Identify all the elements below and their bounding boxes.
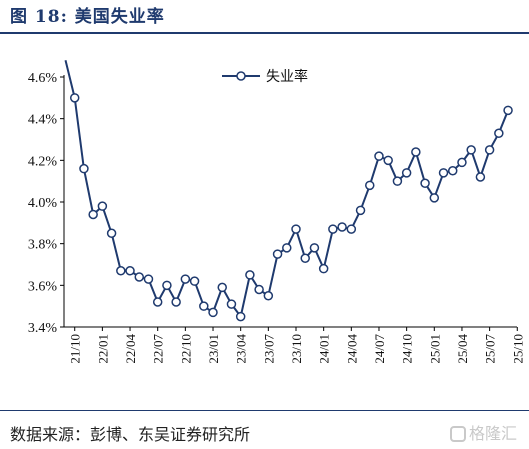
y-tick-label: 3.6%	[28, 279, 58, 294]
x-axis: 21/10 22/01 22/04 22/07 22/10 23/01 23/04 23/07…	[64, 326, 525, 364]
data-point	[272, 249, 283, 259]
source-divider	[0, 410, 529, 411]
data-point	[125, 266, 135, 276]
data-point	[79, 163, 89, 174]
watermark: 格隆汇	[449, 420, 517, 444]
x-tick-label: 25/01	[427, 334, 442, 364]
data-point	[88, 209, 98, 220]
series-line	[64, 60, 510, 318]
x-tick-label: 25/04	[455, 334, 470, 364]
x-tick-label: 23/07	[261, 334, 276, 364]
x-tick-label: 24/07	[372, 334, 387, 364]
data-point	[245, 270, 255, 280]
y-tick-label: 4.4%	[28, 113, 58, 128]
data-point	[466, 145, 476, 155]
data-point	[300, 253, 310, 263]
x-tick-label: 24/01	[317, 334, 332, 364]
y-tick-label: 3.4%	[28, 321, 58, 336]
data-point	[355, 205, 366, 216]
data-point	[429, 193, 440, 203]
x-tick-label: 24/04	[344, 334, 359, 364]
x-tick-label: 22/10	[178, 334, 193, 364]
data-point	[152, 297, 163, 307]
legend-label: 失业率	[266, 68, 308, 85]
data-point	[116, 266, 126, 276]
data-source-note: 数据来源：彭博、东吴证券研究所	[10, 425, 251, 444]
data-point	[291, 224, 301, 234]
series-layer	[64, 60, 513, 322]
watermark-text: 格隆汇	[468, 424, 517, 443]
data-point	[494, 128, 504, 138]
y-axis: 3.4% 3.6% 3.8% 4.0% 4.2% 4.4% 4.6%	[28, 71, 65, 336]
data-point	[328, 224, 338, 234]
data-point	[199, 301, 209, 311]
data-point	[235, 311, 246, 322]
y-tick-label: 4.0%	[28, 196, 58, 211]
title-divider	[0, 32, 529, 34]
x-tick-label: 22/04	[123, 334, 138, 364]
data-point	[143, 274, 154, 284]
data-point	[411, 147, 421, 157]
x-tick-label: 23/01	[206, 334, 221, 364]
x-tick-label: 21/10	[68, 334, 83, 364]
data-point	[162, 280, 172, 291]
data-point	[106, 228, 117, 238]
data-point	[346, 224, 357, 234]
x-tick-label: 23/04	[234, 334, 249, 364]
data-point	[180, 274, 191, 284]
y-tick-label: 3.8%	[28, 238, 58, 253]
y-tick-label: 4.6%	[28, 71, 58, 86]
legend: 失业率	[222, 68, 308, 85]
data-point	[438, 168, 449, 178]
x-tick-label: 23/10	[289, 334, 304, 364]
data-point	[217, 282, 227, 293]
unemployment-line-chart: 3.4%3.6%3.8%4.0%4.2%4.4%4.6% 21/10 22/01 2…	[28, 60, 525, 364]
data-point	[254, 284, 264, 295]
data-point	[171, 297, 181, 307]
data-point	[134, 272, 145, 282]
figure-title: 图 18: 美国失业率	[10, 7, 165, 27]
data-point	[475, 172, 486, 182]
data-point	[282, 243, 292, 253]
legend-marker	[236, 71, 246, 81]
data-point	[484, 145, 495, 155]
data-point	[447, 166, 458, 176]
data-point	[337, 222, 347, 232]
data-point	[457, 157, 467, 168]
data-point	[69, 93, 80, 103]
data-point	[189, 276, 200, 286]
data-point	[318, 263, 329, 274]
data-point	[503, 105, 513, 116]
data-point	[226, 299, 237, 309]
x-tick-label: 25/10	[510, 334, 525, 364]
y-tick-label: 4.2%	[28, 154, 58, 169]
data-point	[383, 155, 393, 166]
data-point	[392, 176, 403, 186]
data-point	[401, 168, 412, 178]
x-tick-label: 22/01	[95, 334, 110, 364]
data-point	[365, 180, 375, 191]
data-point	[97, 201, 108, 211]
data-point	[309, 243, 320, 253]
x-tick-label: 22/07	[151, 334, 166, 364]
watermark-logo-icon	[449, 426, 466, 442]
data-point	[374, 151, 384, 161]
data-point	[208, 307, 218, 318]
data-point	[420, 178, 430, 188]
x-tick-label: 24/10	[400, 334, 415, 364]
x-tick-label: 25/07	[483, 334, 498, 364]
data-point	[263, 291, 274, 301]
